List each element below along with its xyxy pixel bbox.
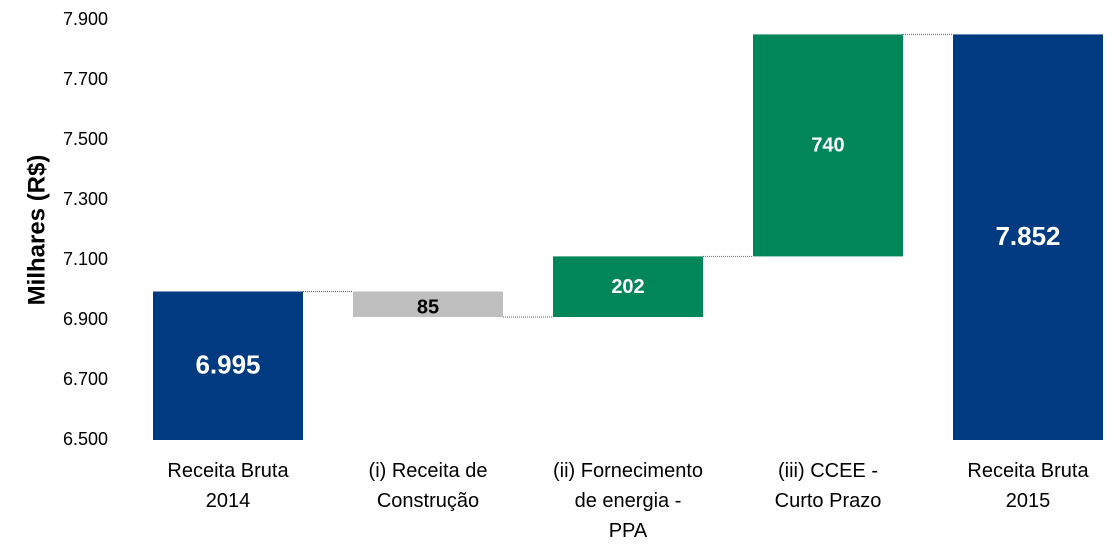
x-tick-label: Receita Bruta 2015 <box>967 460 1089 512</box>
y-tick-label: 7.500 <box>63 129 108 149</box>
value-label: 85 <box>417 297 439 319</box>
y-tick-label: 6.700 <box>63 369 108 389</box>
value-label: 7.852 <box>995 221 1060 251</box>
y-tick-label: 7.700 <box>63 69 108 89</box>
bar <box>953 34 1103 441</box>
x-tick-label-line: Receita Bruta <box>967 460 1089 482</box>
y-tick-label: 7.300 <box>63 189 108 209</box>
x-tick-label: (i) Receita de Construção <box>369 460 488 512</box>
bar <box>353 291 503 317</box>
x-tick-label-line: 2015 <box>1006 490 1051 512</box>
value-label: 740 <box>811 135 844 157</box>
x-tick-label-line: (ii) Fornecimento <box>553 460 703 482</box>
bar <box>753 34 903 257</box>
x-tick-label: (ii) Fornecimento de energia - PPA <box>553 460 703 542</box>
x-tick-label-line: PPA <box>609 520 648 542</box>
x-tick-label: Receita Bruta 2014 <box>167 460 289 512</box>
y-tick-label: 7.900 <box>63 9 108 29</box>
x-tick-label-line: 2014 <box>206 490 251 512</box>
x-tick-label-line: Receita Bruta <box>167 460 289 482</box>
value-label: 202 <box>611 276 644 298</box>
bar <box>153 291 303 440</box>
bar <box>553 256 703 317</box>
x-tick-label-line: de energia - <box>575 490 682 512</box>
y-tick-label: 7.100 <box>63 249 108 269</box>
y-axis-label: Milhares (R$) <box>23 155 50 306</box>
x-tick-label-line: (iii) CCEE - <box>778 460 878 482</box>
x-tick-label-line: (i) Receita de <box>369 460 488 482</box>
x-tick-label-line: Construção <box>377 490 479 512</box>
y-tick-label: 6.500 <box>63 429 108 449</box>
x-tick-label-line: Curto Prazo <box>775 490 882 512</box>
x-tick-label: (iii) CCEE - Curto Prazo <box>775 460 882 512</box>
y-tick-label: 6.900 <box>63 309 108 329</box>
value-label: 6.995 <box>195 350 260 380</box>
